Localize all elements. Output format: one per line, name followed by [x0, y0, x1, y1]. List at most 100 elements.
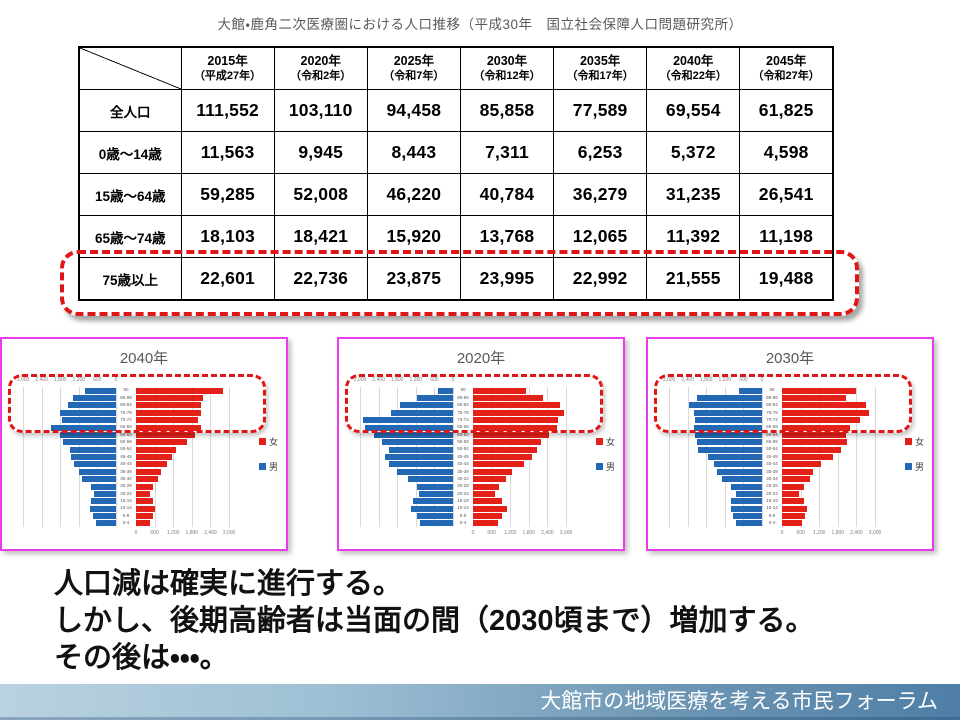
pyramid-bar-female [473, 387, 526, 394]
male-half [669, 387, 762, 394]
female-half [782, 424, 875, 431]
female-half [136, 468, 229, 475]
col-header-year: 2025年 [393, 54, 434, 68]
axis-tick-label: 1,800 [390, 377, 404, 383]
table-cell: 94,458 [366, 89, 461, 132]
age-label: 80-84 [120, 402, 132, 408]
male-half [669, 417, 762, 424]
pyramid-row: 55-59 [23, 439, 229, 446]
age-label: 60-64 [457, 431, 469, 437]
gridline [116, 387, 117, 527]
col-header-year: 2020年 [300, 54, 341, 68]
pyramid-row: 90 [23, 387, 229, 394]
female-half [473, 439, 566, 446]
pyramid-row: 45-49 [669, 453, 875, 461]
axis-tick-label: 0 [780, 530, 784, 536]
pyramid-bar-female [782, 454, 834, 461]
pyramid-bar-female [782, 431, 846, 438]
pyramid-bar-female [136, 520, 150, 527]
pyramid-row: 25-29 [360, 483, 566, 490]
male-half [360, 476, 453, 483]
female-half [473, 505, 566, 512]
pyramid-bar-female [473, 490, 495, 497]
table-cell: 18,103 [180, 215, 275, 258]
age-label: 60-64 [120, 431, 132, 437]
pyramid-row: 60-64 [360, 431, 566, 438]
gridline [229, 387, 230, 527]
female-half [473, 468, 566, 475]
pyramid-row: 45-49 [23, 453, 229, 461]
pyramid-row: 25-29 [23, 483, 229, 490]
male-half [23, 453, 116, 461]
pyramid-bar-male [364, 424, 453, 431]
pyramid-bar-male [63, 439, 116, 446]
pyramid-bar-female [473, 395, 543, 402]
gridline [706, 387, 708, 527]
col-header-era: （令和12年） [473, 70, 541, 82]
male-half [23, 394, 116, 402]
legend-swatch-icon [595, 463, 603, 470]
male-half [23, 490, 116, 497]
pyramid-row: 5-9 [23, 512, 229, 520]
male-half [23, 483, 116, 490]
age-label: 15-19 [120, 498, 132, 504]
pyramid-bar-male [363, 417, 453, 424]
pyramid-bar-female [473, 520, 498, 527]
pyramid-row: 60-64 [669, 431, 875, 438]
pyramid-bar-female [136, 498, 154, 505]
pyramid-row: 90 [360, 387, 566, 394]
pyramid-chart-2020: 2020年 3,000 2,400 1,800 1,200 600 0 90 85-89 80-8… [337, 337, 625, 551]
age-label: 25-29 [120, 483, 132, 489]
table-col-header: 2035年 （令和17年） [553, 46, 648, 90]
pyramid-bar-male [60, 409, 116, 416]
age-label: 80-84 [766, 402, 778, 408]
male-half [360, 520, 453, 527]
pyramid-row: 55-59 [360, 439, 566, 446]
table-cell: 26,541 [739, 173, 834, 216]
pyramid-bar-male [60, 431, 116, 438]
axis-tick-label: 3,000 [868, 530, 882, 536]
male-half [669, 505, 762, 512]
pyramid-row: 65-69 [360, 424, 566, 431]
legend-swatch-icon [904, 463, 912, 470]
gridline [687, 387, 689, 527]
col-header-year: 2015年 [207, 54, 248, 68]
age-label: 0-4 [459, 520, 467, 526]
pyramid-bar-male [89, 505, 116, 512]
age-label: 60-64 [766, 431, 778, 437]
table-cell: 11,563 [180, 131, 275, 174]
female-half [782, 461, 875, 468]
male-half [669, 461, 762, 468]
age-label: 45-49 [457, 453, 469, 459]
pyramid-row: 55-59 [669, 439, 875, 446]
pyramid-row: 50-54 [669, 446, 875, 453]
pyramid-bar-male [91, 498, 116, 505]
male-half [669, 512, 762, 520]
pyramid-bar-female [136, 483, 154, 490]
legend-item: 男 [258, 460, 278, 473]
male-half [669, 431, 762, 438]
table-col-header: 2040年 （令和22年） [646, 46, 741, 90]
pyramid-bar-male [72, 395, 116, 402]
table-col-header: 2025年 （令和7年） [366, 46, 461, 90]
male-half [23, 431, 116, 438]
female-half [473, 520, 566, 527]
pyramid-row: 40-44 [23, 461, 229, 468]
male-half [360, 387, 453, 394]
pyramid-bar-female [782, 417, 860, 424]
chart-title: 2020年 [456, 350, 506, 367]
pyramid-row: 20-24 [669, 490, 875, 497]
pyramid-row: 5-9 [360, 512, 566, 520]
pyramid-bar-male [74, 461, 116, 468]
pyramid-bar-female [473, 439, 542, 446]
axis-tick-label: 1,800 [185, 530, 199, 536]
gridline [360, 387, 361, 527]
pyramid-row: 50-54 [360, 446, 566, 453]
table-cell: 6,253 [553, 131, 648, 174]
pyramid-bar-male [85, 387, 116, 394]
table-cell: 31,235 [646, 173, 741, 216]
female-half [782, 483, 875, 490]
table-cell: 4,598 [739, 131, 834, 174]
male-half [360, 417, 453, 424]
male-half [360, 402, 453, 409]
